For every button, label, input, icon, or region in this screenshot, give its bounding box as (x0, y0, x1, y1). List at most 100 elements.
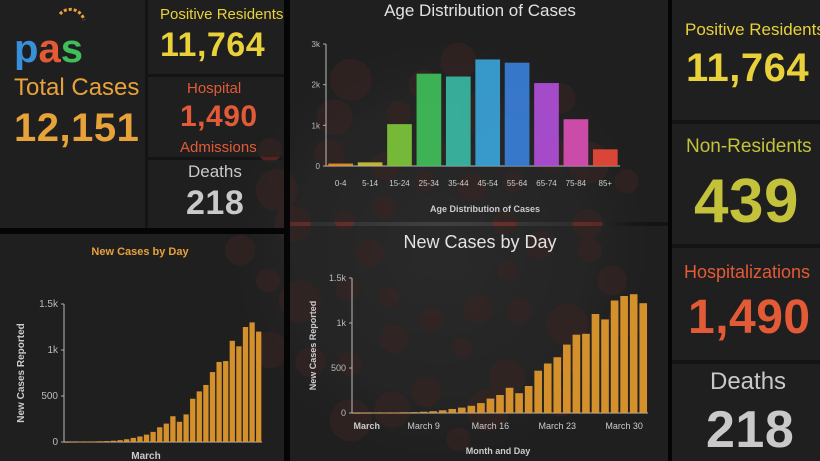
bar (457, 407, 466, 413)
bar (362, 412, 371, 414)
bar (419, 411, 428, 413)
y-tick-label: 3k (312, 40, 321, 49)
bar (372, 412, 380, 414)
bar (448, 408, 457, 413)
bar (445, 76, 471, 166)
bar (524, 386, 533, 413)
x-tick-label: 5-14 (362, 179, 379, 188)
bar (236, 346, 242, 442)
bar (150, 431, 156, 442)
bar (416, 73, 442, 166)
right-deaths-label: Deaths (710, 368, 787, 395)
bar (601, 319, 609, 413)
x-tick-label: March 30 (605, 421, 643, 431)
y-axis-label: New Cases Reported (308, 301, 318, 391)
y-axis-label: New Cases Reported (16, 323, 27, 422)
right-hospitalizations-panel (672, 248, 820, 360)
bar (209, 372, 216, 442)
total-cases-value: 12,151 (14, 106, 140, 150)
bar (170, 416, 176, 442)
bar (91, 441, 97, 443)
bar (610, 300, 619, 413)
chart-title: New Cases by Day (403, 232, 556, 252)
bar (157, 427, 163, 442)
bar (629, 294, 638, 413)
bar (104, 441, 110, 442)
deaths-label: Deaths (188, 162, 242, 181)
x-tick-label: 75-84 (566, 179, 587, 188)
bar (591, 314, 600, 413)
bar (592, 149, 618, 166)
positive-residents-label: Positive Residents (160, 6, 284, 23)
bar (639, 303, 648, 413)
bar (137, 436, 143, 442)
hospital-value: 1,490 (180, 100, 258, 133)
x-tick-label: 65-74 (536, 179, 557, 188)
bar (190, 398, 196, 442)
bar (143, 434, 150, 442)
bar (410, 412, 418, 413)
x-tick-label: 85+ (599, 179, 613, 188)
bar (563, 119, 589, 166)
x-axis-label: March (131, 451, 160, 461)
bar (163, 423, 169, 442)
bar (196, 391, 202, 442)
x-tick-label: 45-54 (477, 179, 498, 188)
bar (496, 395, 504, 413)
divider (668, 0, 672, 461)
non-residents-label: Non-Residents (686, 136, 812, 157)
bar (216, 361, 222, 442)
y-tick-label: 500 (41, 391, 58, 402)
x-tick-label: 35-44 (448, 179, 469, 188)
bar (563, 344, 571, 413)
y-tick-label: 0 (341, 408, 346, 418)
bar (429, 411, 437, 413)
right-deaths-value: 218 (706, 401, 795, 459)
bar (438, 410, 447, 413)
svg-text:pas: pas (14, 27, 83, 70)
positive-residents-value: 11,764 (160, 26, 266, 64)
bar (504, 62, 530, 166)
bar (130, 437, 136, 442)
positive-residents-panel (148, 0, 284, 74)
admissions-label: Admissions (180, 139, 257, 156)
bar (387, 124, 412, 166)
bar (400, 412, 409, 414)
chart-title: New Cases by Day (91, 246, 189, 258)
bar (357, 162, 383, 166)
bar (256, 331, 262, 442)
x-tick-label: March 23 (539, 421, 577, 431)
deaths-value: 218 (186, 184, 245, 222)
y-tick-label: 1.5k (329, 273, 347, 283)
bar (117, 440, 123, 442)
x-tick-label: 55-64 (507, 179, 528, 188)
bar (515, 393, 523, 413)
x-tick-label: 0-4 (335, 179, 347, 188)
bar (391, 412, 399, 414)
bar (249, 322, 255, 442)
new-cases-left-chart: New Cases by Day 0 500 1k 1.5k March New Cases… (16, 246, 262, 461)
hospital-label: Hospital (187, 80, 242, 97)
bar (534, 83, 559, 166)
x-tick-label: March 9 (407, 421, 440, 431)
bar (572, 334, 581, 413)
chart-title: Age Distribution of Cases (384, 1, 576, 20)
y-tick-label: 500 (331, 363, 346, 373)
x-tick-label: 25-34 (419, 179, 440, 188)
x-tick-label: March (354, 421, 381, 431)
bar (486, 398, 495, 413)
bar (534, 370, 543, 413)
bar (328, 163, 354, 166)
bar (475, 59, 501, 166)
total-cases-panel (0, 0, 145, 228)
hospitalizations-label: Hospitalizations (684, 262, 811, 282)
x-tick-label: March 16 (472, 421, 510, 431)
bar (352, 412, 361, 414)
bar (64, 441, 70, 443)
bar (176, 421, 183, 442)
bar (242, 327, 249, 442)
age-distribution-chart: Age Distribution of Cases 0 1k 2k 3k 0-4 5-14 1… (312, 1, 620, 214)
x-axis-label: Month and Day (466, 446, 531, 456)
pas-logo: pas (14, 7, 86, 70)
y-tick-label: 1k (47, 345, 59, 356)
